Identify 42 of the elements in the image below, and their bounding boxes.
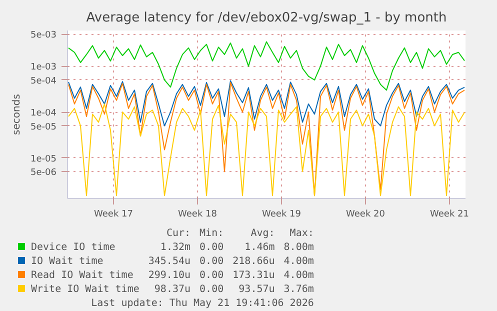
text: Cur: [165,227,192,241]
x-tick-label: Week 19 [262,210,302,220]
y-tick-label: 5e-03 [30,30,57,41]
text: 0.00 [198,255,225,269]
text: 4.00m [282,255,315,269]
text: Max: [288,227,315,241]
text: 4.00m [282,269,315,283]
text: 1.32m [159,241,192,255]
text: 0.00 [198,283,225,297]
legend-label: Device IO time [30,241,116,255]
text: 8.00m [282,241,315,255]
text: Avg: [250,227,276,241]
text: 299.10u [147,269,192,283]
legend-label: Read IO Wait time [30,269,134,283]
text: Last update: Thu May 21 19:41:06 2026 [90,297,315,311]
legend-label: IO Wait time [30,255,104,269]
text: 173.31u [232,269,276,283]
text: 93.57u [238,283,276,297]
x-tick-label: Week 21 [430,210,469,220]
line-series [68,80,465,126]
text: 3.76m [282,283,315,297]
y-tick-label: 1e-03 [30,62,57,73]
line-series [68,103,465,196]
text: 0.00 [198,269,225,283]
y-tick-label: 5e-04 [30,76,57,86]
y-tick-label: 5e-06 [30,168,57,178]
y-tick-label: 5e-05 [30,122,57,132]
chart-title: Average latency for /dev/ebox02-vg/swap_1 - by month [86,10,447,26]
y-axis-title: seconds [12,94,23,135]
legend-label: Write IO Wait time [30,283,140,297]
text: 218.66u [232,255,276,269]
x-tick-label: Week 20 [346,210,386,220]
y-tick-label: 1e-05 [30,154,57,164]
line-series [68,41,465,91]
x-tick-label: Week 17 [94,210,133,220]
text: 0.00 [198,241,225,255]
text: 98.37u [153,283,192,297]
text: 1.46m [244,241,276,255]
x-tick-label: Week 18 [178,210,218,220]
text: 345.54u [147,255,192,269]
text: Min: [198,227,225,241]
y-tick-label: 1e-04 [30,108,57,119]
